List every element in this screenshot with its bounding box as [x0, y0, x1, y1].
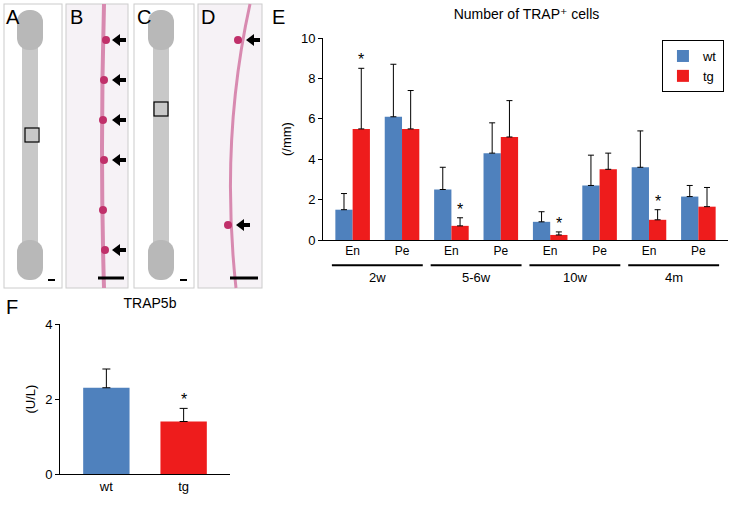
svg-text:10w: 10w	[563, 270, 587, 285]
svg-text:4: 4	[308, 152, 315, 167]
svg-text:tg: tg	[703, 69, 714, 84]
html-text:D: D	[201, 6, 216, 28]
svg-text:Pe: Pe	[493, 244, 508, 258]
svg-text:*: *	[556, 215, 562, 232]
svg-text:5-6w: 5-6w	[462, 270, 491, 285]
html-text:F: F	[6, 296, 19, 318]
svg-text:4m: 4m	[665, 270, 683, 285]
svg-text:*: *	[457, 201, 463, 218]
svg-text:wt: wt	[702, 49, 716, 64]
svg-text:Pe: Pe	[691, 244, 706, 258]
html-text:E: E	[272, 6, 286, 28]
svg-text:2w: 2w	[369, 270, 386, 285]
svg-text:10: 10	[301, 31, 315, 46]
svg-text:En: En	[444, 244, 459, 258]
svg-text:En: En	[345, 244, 360, 258]
svg-text:En: En	[543, 244, 558, 258]
svg-text:(/mm): (/mm)	[279, 122, 294, 156]
svg-text:4: 4	[45, 317, 52, 332]
svg-text:tg: tg	[178, 479, 189, 494]
svg-text:6: 6	[308, 111, 315, 126]
svg-text:Pe: Pe	[592, 244, 607, 258]
svg-text:*: *	[358, 51, 364, 68]
svg-text:TRAP5b: TRAP5b	[124, 295, 177, 311]
svg-text:Pe: Pe	[395, 244, 410, 258]
svg-text:0: 0	[45, 467, 52, 482]
html-text:C: C	[137, 6, 152, 28]
svg-text:2: 2	[308, 192, 315, 207]
svg-text:2: 2	[45, 392, 52, 407]
html-text:B: B	[70, 6, 84, 28]
svg-text:8: 8	[308, 71, 315, 86]
svg-text:0: 0	[308, 233, 315, 248]
svg-text:En: En	[642, 244, 657, 258]
svg-text:*: *	[655, 193, 661, 210]
svg-text:wt: wt	[99, 479, 113, 494]
svg-text:Number of TRAP⁺ cells: Number of TRAP⁺ cells	[454, 6, 600, 22]
html-text:A: A	[6, 6, 20, 28]
svg-text:(U/L): (U/L)	[23, 385, 38, 414]
svg-text:*: *	[181, 391, 187, 408]
